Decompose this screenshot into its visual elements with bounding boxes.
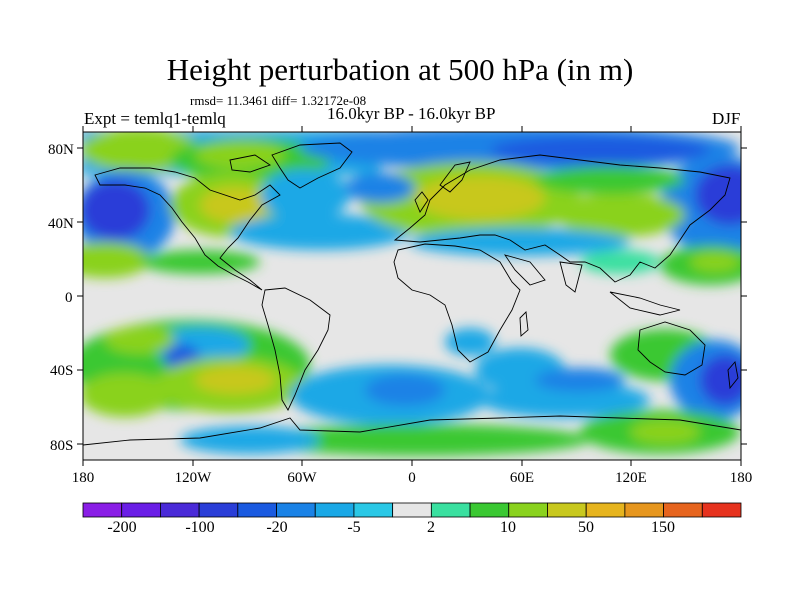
- colorbar-box-11: [508, 502, 548, 518]
- colorbar-label-minus20: -20: [266, 519, 287, 536]
- colorbar-box-9: [430, 502, 471, 518]
- lat-label-80n: 80N: [48, 142, 74, 158]
- colorbar-box-7: [353, 502, 394, 518]
- colorbar-box-1: [121, 502, 161, 518]
- colorbar-box-12: [547, 502, 587, 518]
- season-label: DJF: [712, 109, 741, 128]
- stats-text: rmsd= 11.3461 diff= 1.32172e-08: [190, 93, 367, 108]
- colorbar-label-150: 150: [651, 519, 675, 536]
- colorbar-box-16: [701, 502, 742, 518]
- colorbar-box-0: [82, 502, 123, 518]
- coastlines: [83, 142, 741, 446]
- colorbar-box-3: [198, 502, 239, 518]
- colorbar-label-2: 2: [427, 519, 435, 536]
- lon-label-120e: 120E: [615, 470, 647, 486]
- lat-label-0: 0: [65, 290, 73, 306]
- colorbar-label-minus200: -200: [107, 519, 136, 536]
- colorbar-box-5: [276, 502, 316, 518]
- lon-label-180e: 180: [730, 470, 753, 486]
- lon-label-120w: 120W: [175, 470, 213, 486]
- lon-label-60e: 60E: [510, 470, 534, 486]
- lon-label-180w: 180: [72, 470, 95, 486]
- colorbar-label-10: 10: [500, 519, 516, 536]
- colorbar-box-2: [160, 502, 200, 518]
- colorbar-box-8: [392, 502, 432, 518]
- colorbar-box-6: [314, 502, 355, 518]
- lon-label-0: 0: [408, 470, 416, 486]
- lat-label-40s: 40S: [50, 363, 73, 379]
- experiment-label: Expt = temlq1-temlq: [84, 109, 226, 128]
- colorbar-box-10: [469, 502, 510, 518]
- colorbar: [82, 502, 742, 518]
- contour-field: [83, 132, 741, 460]
- colorbar-box-13: [585, 502, 626, 518]
- axis-ticks: [77, 126, 747, 466]
- colorbar-label-minus5: -5: [347, 519, 360, 536]
- colorbar-label-50: 50: [578, 519, 594, 536]
- colorbar-label-minus100: -100: [185, 519, 214, 536]
- lat-label-40n: 40N: [48, 216, 74, 232]
- colorbar-box-15: [663, 502, 703, 518]
- colorbar-box-14: [624, 502, 664, 518]
- colorbar-box-4: [237, 502, 277, 518]
- lat-label-80s: 80S: [50, 438, 73, 454]
- lon-label-60w: 60W: [287, 470, 317, 486]
- period-label: 16.0kyr BP - 16.0kyr BP: [327, 104, 496, 123]
- plot-title: Height perturbation at 500 hPa (in m): [166, 52, 634, 87]
